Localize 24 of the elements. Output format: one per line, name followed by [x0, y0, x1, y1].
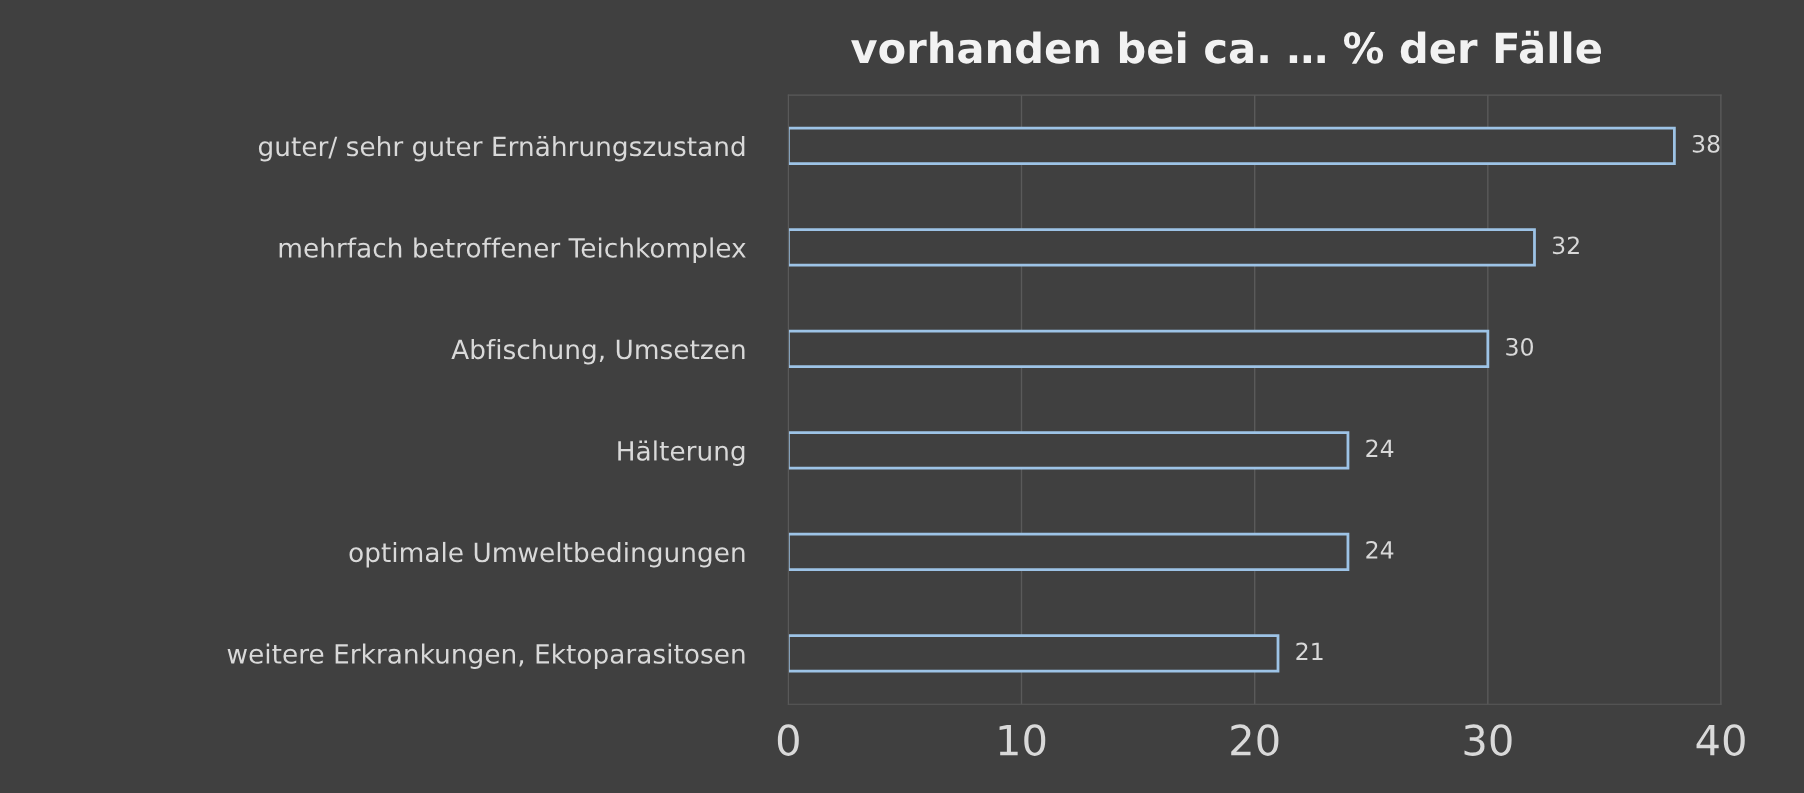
x-tick-label: 30	[1464, 724, 1512, 756]
x-tick-label: 20	[1231, 724, 1279, 756]
y-tick-label: optimale Umweltbedingungen	[349, 541, 745, 568]
y-tick-label: Abfischung, Umsetzen	[451, 338, 745, 365]
y-tick-label: mehrfach betroffener Teichkomplex	[279, 237, 746, 263]
data-label: 21	[1296, 642, 1323, 660]
data-label: 38	[1692, 134, 1720, 153]
bar	[788, 228, 1536, 267]
data-label: 24	[1366, 540, 1394, 559]
bar	[788, 634, 1280, 673]
y-tick-label: Hälterung	[618, 440, 745, 466]
bar	[788, 329, 1490, 369]
y-tick-label: weitere Erkrankungen, Ektoparasitosen	[227, 643, 745, 669]
x-tick-label: 0	[777, 724, 799, 756]
bar	[788, 431, 1350, 470]
data-label: 30	[1506, 337, 1533, 356]
x-tick-label: 10	[999, 724, 1046, 756]
chart-title: vorhanden bei ca. … % der Fälle	[851, 30, 1601, 64]
y-tick-label: guter/ sehr guter Ernährungszustand	[258, 135, 745, 162]
data-label: 32	[1552, 236, 1579, 255]
bar	[788, 532, 1350, 572]
data-label: 24	[1366, 439, 1394, 457]
x-tick-label: 40	[1696, 724, 1745, 756]
bar	[788, 126, 1676, 166]
